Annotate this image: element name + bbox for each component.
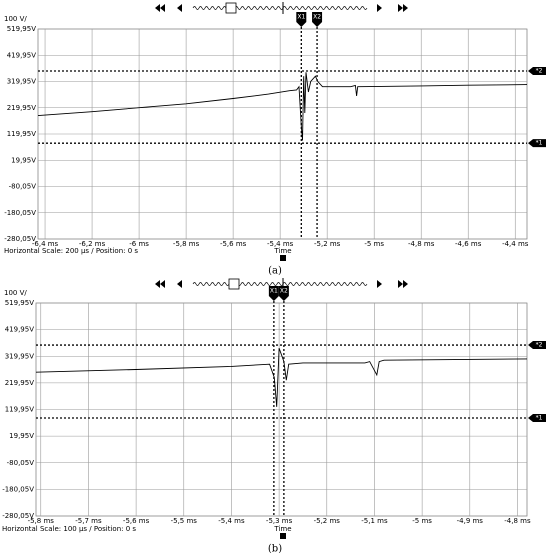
y-tick-label: 419,95V [7, 51, 36, 59]
y-tick-label: -80,05V [9, 183, 37, 191]
y-tick-label: -180,05V [2, 485, 34, 493]
nav-window [228, 278, 240, 290]
x-cursor-label: X2 [313, 14, 321, 21]
x-cursor-tag [268, 286, 279, 301]
nav-arrow [177, 280, 182, 288]
x-tick-label: -5,5 ms [171, 517, 198, 525]
navigation-bar [155, 2, 408, 14]
x-tick-label: -5,8 ms [173, 240, 200, 248]
y-cursor-tag [528, 414, 546, 423]
y-tick-label: 519,95V [7, 25, 36, 33]
x-cursor-label: X1 [270, 288, 278, 295]
x-tick-label: -4,8 ms [504, 517, 531, 525]
y-tick-label: 19,95V [9, 432, 34, 440]
nav-arrow [160, 4, 165, 12]
nav-arrow [160, 280, 165, 288]
nav-arrow [377, 280, 382, 288]
nav-window [225, 2, 237, 14]
y-tick-label: 119,95V [5, 406, 34, 414]
nav-arrow [398, 4, 403, 12]
x-tick-label: -6,2 ms [79, 240, 106, 248]
y-tick-label: -80,05V [7, 459, 35, 467]
caption: (b) [268, 544, 282, 555]
y-unit: 100 V/ [4, 289, 27, 297]
y-cursor-label: *1 [536, 140, 543, 147]
y-unit: 100 V/ [4, 15, 27, 23]
y-cursor-tag [528, 66, 546, 75]
caption: (a) [268, 266, 282, 277]
trigger-marker [280, 533, 286, 539]
nav-arrow [403, 4, 408, 12]
nav-arrow [403, 280, 408, 288]
y-tick-label: 19,95V [11, 156, 36, 164]
x-tick-label: -6 ms [129, 240, 149, 248]
y-cursor-label: *2 [536, 342, 543, 349]
x-tick-label: -5,7 ms [75, 517, 102, 525]
x-tick-label: -6,4 ms [32, 240, 59, 248]
y-tick-label: 519,95V [5, 299, 34, 307]
x-cursor-tag [278, 286, 289, 301]
y-tick-label: 419,95V [5, 326, 34, 334]
x-tick-label: -5,2 ms [314, 517, 341, 525]
x-tick-label: -4,6 ms [455, 240, 482, 248]
y-tick-label: 219,95V [7, 104, 36, 112]
nav-arrow [177, 4, 182, 12]
x-tick-label: -5,6 ms [220, 240, 247, 248]
x-tick-label: -5,6 ms [123, 517, 150, 525]
x-tick-label: -4,9 ms [457, 517, 484, 525]
signal-trace [35, 348, 528, 407]
x-tick-label: -5 ms [364, 240, 384, 248]
nav-wave [192, 282, 368, 286]
y-cursor-label: *2 [536, 67, 543, 74]
x-cursor-tag [296, 12, 307, 27]
x-cursor-label: X2 [280, 288, 288, 295]
x-tick-label: -5,8 ms [28, 517, 55, 525]
x-cursor-label: X1 [297, 14, 305, 21]
nav-arrow [398, 280, 403, 288]
footer-scale: Horizontal Scale: 100 µs / Position: 0 s [2, 525, 136, 533]
nav-arrow [155, 4, 160, 12]
x-tick-label: -4,4 ms [502, 240, 529, 248]
y-tick-label: 319,95V [7, 78, 36, 86]
y-tick-label: -180,05V [4, 209, 36, 217]
y-tick-label: 119,95V [7, 130, 36, 138]
signal-trace [37, 72, 528, 141]
footer-scale: Horizontal Scale: 200 µs / Position: 0 s [4, 247, 138, 255]
x-cursor-tag [312, 12, 323, 27]
x-tick-label: -5 ms [412, 517, 432, 525]
x-tick-label: -5,2 ms [314, 240, 341, 248]
x-axis-label: Time [273, 525, 291, 533]
y-tick-label: 319,95V [5, 352, 34, 360]
y-cursor-label: *1 [536, 415, 543, 422]
x-tick-label: -5,4 ms [267, 240, 294, 248]
y-cursor-tag [528, 139, 546, 148]
x-axis-label: Time [273, 247, 291, 255]
x-tick-label: -5,4 ms [218, 517, 245, 525]
x-tick-label: -5,3 ms [266, 517, 293, 525]
x-tick-label: -4,8 ms [408, 240, 435, 248]
y-cursor-tag [528, 341, 546, 350]
trigger-marker [280, 255, 286, 261]
nav-arrow [155, 280, 160, 288]
y-tick-label: -280,05V [4, 235, 36, 243]
x-tick-label: -5,1 ms [361, 517, 388, 525]
nav-arrow [377, 4, 382, 12]
nav-wave [192, 6, 368, 10]
y-tick-label: 219,95V [5, 379, 34, 387]
y-tick-label: -280,05V [2, 512, 34, 520]
